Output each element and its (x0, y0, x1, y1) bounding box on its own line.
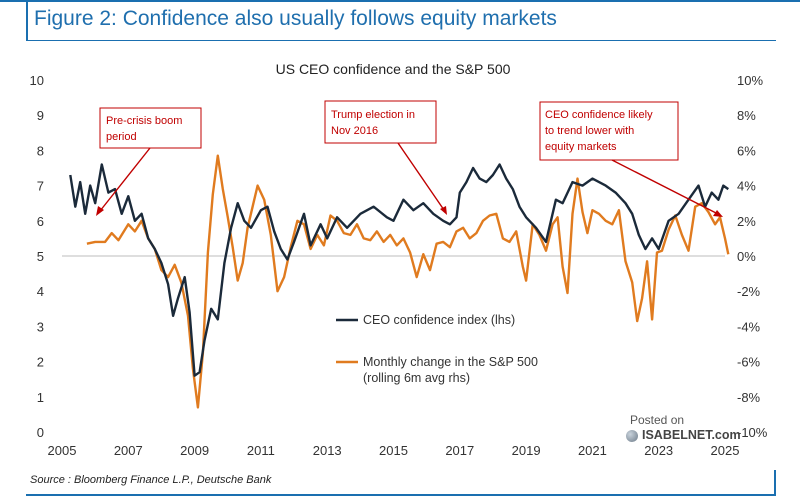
annotation-arrowhead-trump (440, 206, 447, 215)
right-tick-label: -8% (737, 390, 761, 405)
left-tick-label: 1 (37, 390, 44, 405)
legend-ceo-label: CEO confidence index (lhs) (363, 313, 515, 327)
annotation-arrowhead-outlook (713, 210, 723, 217)
left-tick-label: 2 (37, 355, 44, 370)
annotation-precrisis-line2: period (106, 131, 137, 143)
x-tick-label: 2013 (313, 443, 342, 458)
annotation-arrow-trump (397, 142, 445, 211)
frame-right-rule (774, 470, 776, 496)
right-tick-label: -10% (737, 425, 768, 440)
annotation-trump-line1: Trump election in (331, 109, 415, 121)
annotation-precrisis-line1: Pre-crisis boom (106, 115, 182, 127)
right-tick-label: -6% (737, 355, 761, 370)
annotation-arrow-outlook (611, 159, 719, 215)
chart-title: US CEO confidence and the S&P 500 (276, 61, 511, 77)
right-tick-label: 2% (737, 214, 756, 229)
left-tick-label: 4 (37, 284, 44, 299)
x-tick-label: 2017 (445, 443, 474, 458)
watermark-line1: Posted on (630, 413, 685, 427)
x-tick-label: 2021 (578, 443, 607, 458)
x-tick-label: 2005 (48, 443, 77, 458)
left-tick-label: 10 (30, 73, 44, 88)
annotation-trump-line2: Nov 2016 (331, 125, 378, 137)
annotation-box-trump (324, 100, 437, 144)
annotation-arrow-precrisis (99, 147, 151, 212)
right-tick-label: -4% (737, 319, 761, 334)
left-tick-label: 6 (37, 214, 44, 229)
annotation-box-outlook (539, 101, 679, 161)
frame-bottom-rule (26, 494, 776, 496)
right-tick-label: 10% (737, 73, 763, 88)
x-tick-label: 2025 (711, 443, 740, 458)
right-tick-label: 6% (737, 143, 756, 158)
figure-title: Figure 2: Confidence also usually follow… (34, 7, 557, 30)
annotation-outlook-line3: equity markets (545, 141, 617, 153)
x-tick-label: 2015 (379, 443, 408, 458)
watermark-logo: ISABELNET.com (626, 428, 741, 443)
x-tick-label: 2019 (512, 443, 541, 458)
right-tick-label: 4% (737, 179, 756, 194)
frame-top-rule (0, 0, 800, 2)
legend-sp-label-line2: (rolling 6m avg rhs) (363, 371, 470, 385)
right-tick-label: 0% (737, 249, 756, 264)
right-tick-label: -2% (737, 284, 761, 299)
x-tick-label: 2007 (114, 443, 143, 458)
left-tick-label: 0 (37, 425, 44, 440)
left-tick-label: 7 (37, 179, 44, 194)
annotation-outlook-line1: CEO confidence likely (545, 109, 653, 121)
x-tick-label: 2011 (247, 443, 275, 458)
frame-left-rule (26, 2, 28, 40)
x-tick-label: 2009 (180, 443, 209, 458)
title-rule (26, 40, 776, 41)
watermark-line2: ISABELNET.com (642, 428, 741, 442)
annotation-arrowhead-precrisis (96, 206, 104, 216)
globe-icon (626, 429, 638, 442)
x-axis-ticks: 2005 2007 2009 2011 2013 2015 2017 2019 2021 2023… (48, 443, 740, 458)
ceo-confidence-series-line (69, 163, 729, 377)
watermark: Posted on ISABELNET.com (626, 413, 741, 446)
left-tick-label: 5 (37, 249, 44, 264)
left-tick-label: 8 (37, 143, 44, 158)
annotation-box-precrisis (99, 107, 202, 149)
source-note: Source : Bloomberg Finance L.P., Deutsch… (30, 474, 272, 486)
left-axis-ticks: 0 1 2 3 4 5 6 7 8 9 10 (30, 73, 44, 440)
annotation-outlook-line2: to trend lower with (545, 125, 634, 137)
right-axis-ticks: -10% -8% -6% -4% -2% 0% 2% 4% 6% 8% 10% (737, 73, 768, 440)
right-tick-label: 8% (737, 108, 756, 123)
sp500-series-line (86, 154, 730, 409)
legend-sp-label-line1: Monthly change in the S&P 500 (363, 355, 538, 369)
left-tick-label: 3 (37, 319, 44, 334)
left-tick-label: 9 (37, 108, 44, 123)
x-tick-label: 2023 (644, 443, 673, 458)
